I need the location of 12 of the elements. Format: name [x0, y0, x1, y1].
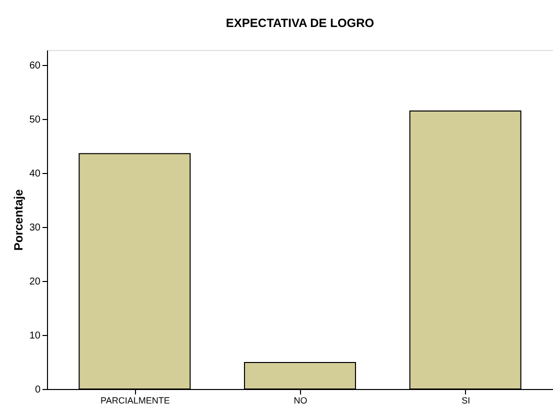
x-tick-label: PARCIALMENTE	[100, 396, 170, 406]
x-tick-label: NO	[294, 396, 308, 406]
y-axis-title: Porcentaje	[11, 188, 26, 251]
y-tick-label: 0	[34, 384, 41, 396]
y-tick-label: 50	[29, 114, 41, 126]
y-tick-label: 20	[29, 276, 41, 288]
y-tick-label: 30	[29, 222, 41, 234]
y-tick-label: 10	[29, 330, 41, 342]
y-tick-label: 60	[29, 60, 41, 72]
chart-title: EXPECTATIVA DE LOGRO	[226, 16, 374, 30]
x-tick-label: SI	[462, 396, 470, 406]
y-tick-label: 40	[29, 168, 41, 180]
